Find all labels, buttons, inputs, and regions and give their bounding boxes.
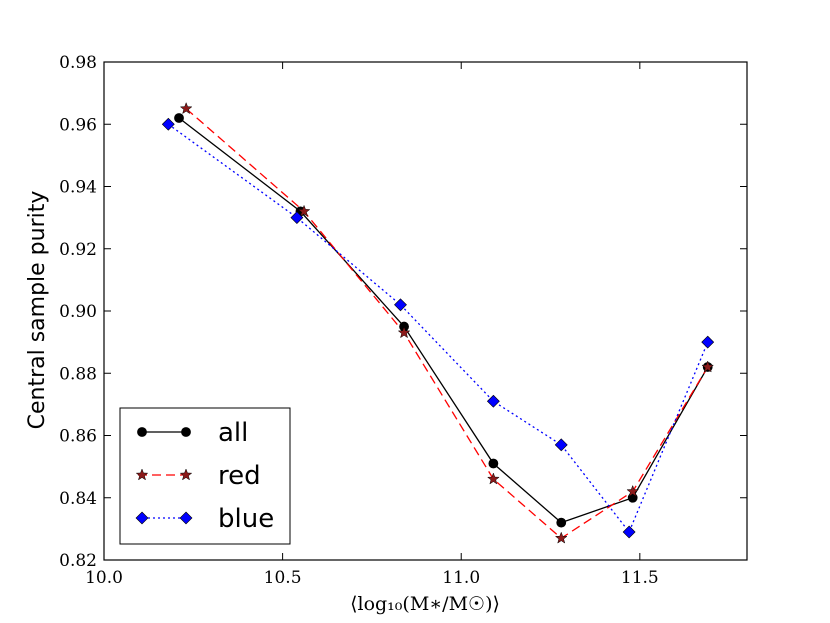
x-axis-label: ⟨log₁₀(M∗/M☉)⟩ xyxy=(350,593,500,615)
data-point-red xyxy=(701,360,715,373)
data-point-blue xyxy=(486,394,500,408)
legend-marker-red xyxy=(179,468,193,481)
legend-label-red: red xyxy=(218,461,261,491)
y-tick-label: 0.98 xyxy=(59,53,97,73)
y-tick-label: 0.88 xyxy=(59,364,97,384)
legend-label-all: all xyxy=(218,418,248,448)
data-point-red xyxy=(397,326,411,339)
data-point-blue xyxy=(554,438,568,452)
legend-box xyxy=(119,407,291,545)
y-axis-label: Central sample purity xyxy=(25,191,50,430)
data-point-red xyxy=(554,531,568,544)
data-point-blue xyxy=(701,335,715,349)
data-point-red xyxy=(297,204,311,217)
y-tick-label: 0.82 xyxy=(59,551,97,571)
data-point-blue xyxy=(290,211,304,225)
y-tick-label: 0.90 xyxy=(59,302,97,322)
y-tick-label: 0.92 xyxy=(59,240,97,260)
y-tick-label: 0.84 xyxy=(59,489,97,509)
axis-ticks: 10.0 10.5 11.0 11.5 0.82 0.84 0.86 0.88 0.90 0.92… xyxy=(59,53,747,588)
legend-marker-blue xyxy=(135,511,149,525)
x-tick-label: 11.5 xyxy=(621,568,659,588)
legend-marker-all xyxy=(181,427,191,437)
x-tick-label: 10.5 xyxy=(264,568,302,588)
legend: all red blue xyxy=(119,407,291,545)
data-point-red xyxy=(626,484,640,497)
x-tick-label: 10.0 xyxy=(85,568,123,588)
data-point-red xyxy=(486,472,500,485)
y-tick-label: 0.96 xyxy=(59,115,97,135)
data-point-red xyxy=(179,101,193,115)
y-tick-label: 0.94 xyxy=(59,178,97,198)
y-tick-label: 0.86 xyxy=(59,427,97,447)
legend-marker-blue xyxy=(179,511,193,525)
data-point-blue xyxy=(394,298,407,312)
data-point-blue xyxy=(161,117,175,131)
data-point-all xyxy=(556,517,567,528)
legend-label-blue: blue xyxy=(218,504,274,534)
data-point-all xyxy=(488,458,499,469)
data-point-blue xyxy=(622,525,636,539)
series-markers xyxy=(161,101,715,544)
x-tick-label: 11.0 xyxy=(442,568,480,588)
legend-marker-all xyxy=(137,427,147,437)
legend-marker-red xyxy=(135,468,149,481)
data-point-all xyxy=(174,113,184,123)
